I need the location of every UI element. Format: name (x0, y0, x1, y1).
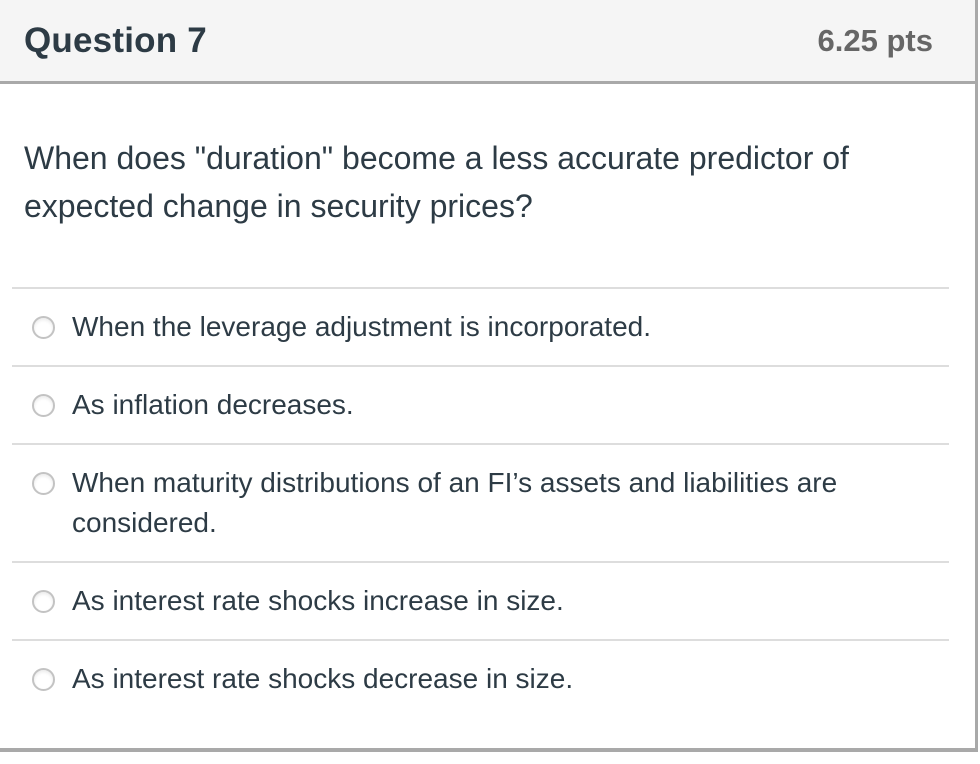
question-header: Question 7 6.25 pts (0, 0, 975, 84)
radio-button-icon[interactable] (32, 472, 55, 495)
radio-button-icon[interactable] (32, 668, 55, 691)
question-title: Question 7 (24, 20, 207, 60)
question-points: 6.25 pts (817, 22, 933, 58)
radio-button-icon[interactable] (32, 316, 55, 339)
question-body: When does "duration" become a less accur… (0, 84, 975, 230)
radio-button-icon[interactable] (32, 590, 55, 613)
answers-list: When the leverage adjustment is incorpor… (12, 287, 949, 717)
answer-label[interactable]: As interest rate shocks increase in size… (72, 585, 564, 616)
radio-button-icon[interactable] (32, 394, 55, 417)
answer-label[interactable]: As interest rate shocks decrease in size… (72, 663, 574, 694)
answer-label[interactable]: When the leverage adjustment is incorpor… (72, 311, 651, 342)
answer-row[interactable]: When the leverage adjustment is incorpor… (12, 287, 949, 365)
answer-row[interactable]: As inflation decreases. (12, 365, 949, 443)
question-text: When does "duration" become a less accur… (24, 140, 849, 224)
answer-row[interactable]: When maturity distributions of an FI’s a… (12, 443, 949, 561)
answer-label[interactable]: When maturity distributions of an FI’s a… (72, 467, 838, 538)
answer-label[interactable]: As inflation decreases. (72, 389, 354, 420)
answer-row[interactable]: As interest rate shocks decrease in size… (12, 639, 949, 717)
answer-row[interactable]: As interest rate shocks increase in size… (12, 561, 949, 639)
